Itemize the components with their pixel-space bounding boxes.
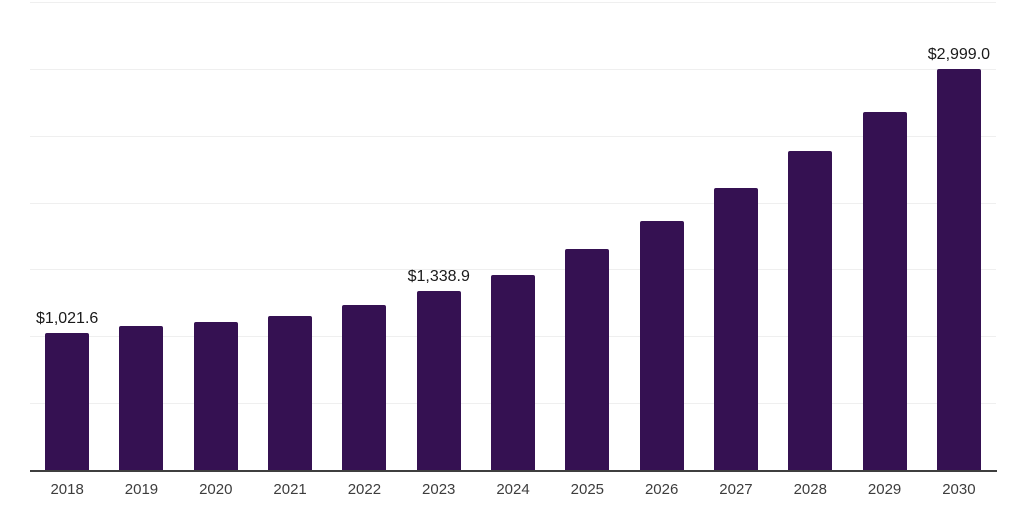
x-tick-2021: 2021 (273, 481, 307, 498)
plot-area: $1,021.6 $1,338.9 $2,999.0 (30, 2, 996, 470)
data-label-2023: $1,338.9 (407, 267, 470, 285)
bar-2027 (713, 188, 758, 470)
bar-column-2023: $1,338.9 (402, 2, 476, 470)
bar-2026 (639, 221, 684, 470)
x-tick-2022: 2022 (347, 481, 382, 498)
gridline-3500 (30, 2, 996, 3)
bar-2019 (119, 326, 164, 470)
bar-column-2029 (847, 2, 921, 470)
x-tick-2027: 2027 (719, 481, 753, 498)
bar-column-2026 (625, 2, 699, 470)
bar-2025 (565, 248, 610, 470)
data-label-2018: $1,021.6 (36, 310, 99, 328)
bar-column-2022 (327, 2, 401, 470)
bar-column-2019 (104, 2, 178, 470)
x-tick-2023: 2023 (422, 481, 456, 498)
bar-2024 (491, 275, 536, 470)
x-tick-2026: 2026 (644, 481, 679, 498)
bar-2022 (342, 305, 387, 470)
x-tick-2018: 2018 (50, 481, 84, 498)
gridline-2000 (30, 202, 996, 204)
x-tick-2030: 2030 (942, 481, 976, 498)
bar-2028 (788, 150, 833, 470)
bar-2029 (862, 112, 907, 470)
bar-column-2020 (179, 2, 253, 470)
bar-column-2025 (550, 2, 624, 470)
bar-column-2024 (476, 2, 550, 470)
data-label-2030: $2,999.0 (927, 46, 991, 63)
bar-series: $1,021.6 $1,338.9 $2,999.0 (30, 2, 996, 470)
x-axis-line (30, 470, 997, 472)
bar-column-2027 (699, 2, 773, 470)
bar-2018 (45, 333, 90, 470)
bar-2020 (193, 321, 238, 470)
x-tick-2024: 2024 (496, 481, 530, 498)
x-tick-2019: 2019 (124, 481, 159, 498)
x-tick-2025: 2025 (570, 481, 605, 498)
bar-column-2018: $1,021.6 (30, 2, 104, 470)
x-tick-2029: 2029 (867, 481, 902, 498)
gridline-3000 (30, 68, 996, 70)
bar-column-2028 (773, 2, 847, 470)
bar-2023 (416, 290, 461, 470)
gridline-2500 (30, 135, 996, 137)
x-tick-2028: 2028 (793, 481, 827, 498)
x-axis-tick-labels: 2018 2019 2020 2021 2022 2023 2024 2025 2026 2027… (30, 482, 996, 497)
bar-2030 (936, 69, 981, 470)
bar-column-2030: $2,999.0 (922, 2, 996, 470)
bar-column-2021 (253, 2, 327, 470)
gridline-1500 (30, 269, 996, 271)
bar-2021 (268, 315, 313, 470)
x-tick-2020: 2020 (199, 481, 233, 498)
